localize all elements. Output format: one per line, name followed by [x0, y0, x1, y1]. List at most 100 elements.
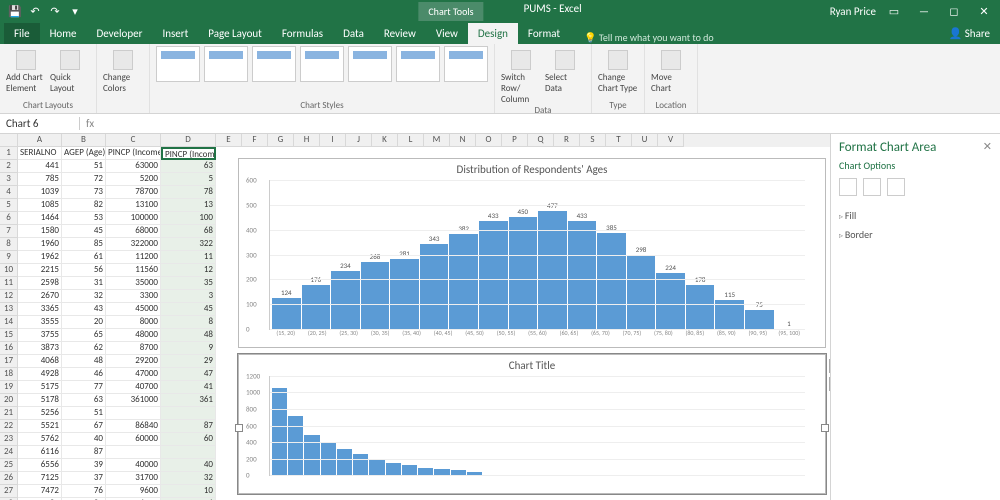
cell[interactable]: 32: [161, 472, 216, 485]
cell[interactable]: 37: [62, 472, 106, 485]
row-header[interactable]: 25: [0, 459, 18, 472]
chart-styles-gallery[interactable]: [156, 46, 488, 100]
undo-icon[interactable]: ↶: [26, 5, 44, 18]
cell[interactable]: 31700: [106, 472, 161, 485]
tab-insert[interactable]: Insert: [152, 23, 198, 44]
cell[interactable]: 40700: [106, 381, 161, 394]
cell[interactable]: 10: [161, 485, 216, 498]
cell[interactable]: 47000: [106, 368, 161, 381]
tab-data[interactable]: Data: [333, 23, 374, 44]
cell[interactable]: 5256: [18, 407, 62, 420]
cell[interactable]: 322: [161, 238, 216, 251]
cell[interactable]: 63: [62, 394, 106, 407]
switch-row-column-button[interactable]: Switch Row/ Column: [501, 46, 541, 105]
cell[interactable]: 45: [62, 225, 106, 238]
row-header[interactable]: 13: [0, 303, 18, 316]
row-header[interactable]: 11: [0, 277, 18, 290]
cell[interactable]: 73: [62, 186, 106, 199]
row-header[interactable]: 16: [0, 342, 18, 355]
tab-format[interactable]: Format: [518, 23, 570, 44]
save-icon[interactable]: 💾: [6, 5, 24, 18]
row-header[interactable]: 27: [0, 485, 18, 498]
cell[interactable]: 78: [161, 186, 216, 199]
cell[interactable]: 35: [161, 277, 216, 290]
cell[interactable]: 1085: [18, 199, 62, 212]
row-header[interactable]: 24: [0, 446, 18, 459]
cell[interactable]: 361000: [106, 394, 161, 407]
cell[interactable]: 4928: [18, 368, 62, 381]
column-header[interactable]: E: [216, 134, 242, 147]
column-header[interactable]: L: [398, 134, 424, 147]
section-border[interactable]: Border: [839, 225, 992, 244]
add-chart-element-button[interactable]: Add Chart Element: [6, 46, 46, 94]
column-header[interactable]: C: [106, 134, 161, 147]
cell[interactable]: 40000: [106, 459, 161, 472]
worksheet-grid[interactable]: 1234567891011121314151617181920212223242…: [0, 134, 830, 500]
tab-page-layout[interactable]: Page Layout: [198, 23, 272, 44]
move-chart-button[interactable]: Move Chart: [651, 46, 691, 94]
cell[interactable]: 1960: [18, 238, 62, 251]
cell[interactable]: 29: [161, 355, 216, 368]
column-header[interactable]: I: [320, 134, 346, 147]
cell[interactable]: 3365: [18, 303, 62, 316]
quick-layout-button[interactable]: Quick Layout: [50, 46, 90, 94]
row-header[interactable]: 22: [0, 420, 18, 433]
column-header[interactable]: A: [18, 134, 62, 147]
cell[interactable]: 2598: [18, 277, 62, 290]
cell[interactable]: 3755: [18, 329, 62, 342]
qat-more-icon[interactable]: ▾: [66, 5, 84, 18]
cell[interactable]: 1962: [18, 251, 62, 264]
row-header[interactable]: 5: [0, 199, 18, 212]
cell[interactable]: 3555: [18, 316, 62, 329]
cell[interactable]: 63: [161, 160, 216, 173]
cell[interactable]: 63000: [106, 160, 161, 173]
cell[interactable]: 45000: [106, 303, 161, 316]
cell[interactable]: 35000: [106, 277, 161, 290]
cell[interactable]: 5762: [18, 433, 62, 446]
column-header[interactable]: N: [450, 134, 476, 147]
cell[interactable]: [106, 446, 161, 459]
cell[interactable]: 62: [62, 342, 106, 355]
row-header[interactable]: 3: [0, 173, 18, 186]
cell[interactable]: 8700: [106, 342, 161, 355]
cell[interactable]: 13100: [106, 199, 161, 212]
change-chart-type-button[interactable]: Change Chart Type: [598, 46, 638, 94]
cell[interactable]: 100000: [106, 212, 161, 225]
cell[interactable]: 51: [62, 407, 106, 420]
cell[interactable]: SERIALNO: [18, 147, 62, 160]
cell[interactable]: 32: [62, 290, 106, 303]
cell[interactable]: AGEP (Age): [62, 147, 106, 160]
cell[interactable]: 5200: [106, 173, 161, 186]
cell[interactable]: 47: [161, 368, 216, 381]
fx-icon[interactable]: fx: [80, 117, 100, 130]
chart-styles-icon[interactable]: ✎: [829, 377, 830, 391]
cell[interactable]: 60: [161, 433, 216, 446]
row-header[interactable]: 8: [0, 238, 18, 251]
column-header[interactable]: P: [502, 134, 528, 147]
cell[interactable]: 5521: [18, 420, 62, 433]
row-header[interactable]: 19: [0, 381, 18, 394]
cell[interactable]: 5175: [18, 381, 62, 394]
tab-developer[interactable]: Developer: [87, 23, 153, 44]
cell[interactable]: 76: [62, 485, 106, 498]
cell[interactable]: 40: [161, 459, 216, 472]
cell[interactable]: 53: [62, 212, 106, 225]
column-header[interactable]: S: [580, 134, 606, 147]
maximize-icon[interactable]: ◻: [942, 5, 966, 18]
cell[interactable]: 7125: [18, 472, 62, 485]
cell[interactable]: 78700: [106, 186, 161, 199]
tab-formulas[interactable]: Formulas: [272, 23, 333, 44]
column-header[interactable]: M: [424, 134, 450, 147]
cell[interactable]: 39: [62, 459, 106, 472]
column-header[interactable]: O: [476, 134, 502, 147]
panel-close-icon[interactable]: ✕: [983, 140, 992, 155]
cell[interactable]: 11: [161, 251, 216, 264]
redo-icon[interactable]: ↷: [46, 5, 64, 18]
cell[interactable]: 1580: [18, 225, 62, 238]
cell[interactable]: 46: [62, 368, 106, 381]
cell[interactable]: 31: [62, 277, 106, 290]
column-header[interactable]: G: [268, 134, 294, 147]
row-header[interactable]: 1: [0, 147, 18, 160]
cell[interactable]: 2670: [18, 290, 62, 303]
cell[interactable]: 82: [62, 199, 106, 212]
